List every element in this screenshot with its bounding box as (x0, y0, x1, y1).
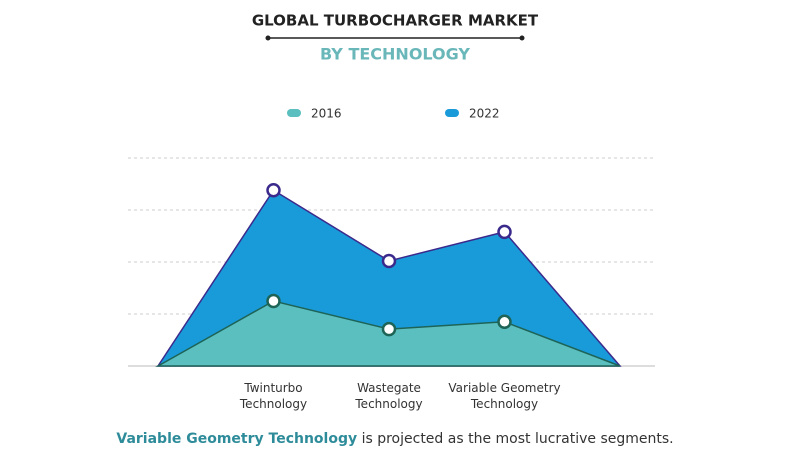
point-marker (497, 224, 512, 240)
legend-swatch (287, 109, 301, 117)
chart-subtitle: BY TECHNOLOGY (320, 45, 470, 64)
rule-dot (265, 35, 271, 41)
annotation-text: is projected as the most lucrative segme… (361, 431, 674, 447)
rule-dot (519, 35, 525, 41)
point-marker (497, 314, 512, 330)
point-marker (381, 321, 397, 337)
annotation-highlight: Variable Geometry Technology (116, 431, 358, 447)
point-marker (266, 293, 281, 309)
legend-swatch (445, 109, 459, 117)
legend-label: 2016 (311, 107, 342, 121)
x-tick-label: Wastegate Technology (355, 381, 423, 411)
chart-title: GLOBAL TURBOCHARGER MARKET (252, 12, 539, 30)
x-tick-label: Twinturbo Technology (239, 381, 308, 411)
x-tick-label: Variable Geometry Technology (448, 381, 561, 411)
legend-label: 2022 (469, 107, 500, 121)
point-marker (266, 182, 281, 198)
point-marker (381, 253, 397, 269)
annotation: Variable Geometry Technology is projecte… (0, 431, 790, 447)
